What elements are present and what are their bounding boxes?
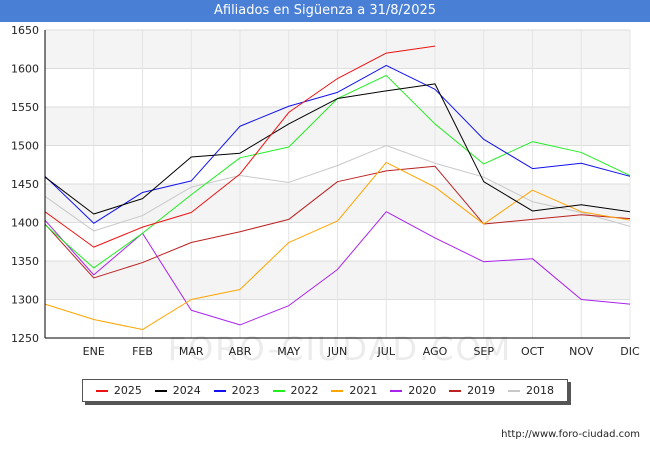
legend-swatch xyxy=(508,389,520,392)
legend-item-2024: 2024 xyxy=(154,384,201,397)
x-tick-label: ENE xyxy=(83,345,105,358)
legend: 2025 2024 2023 2022 2021 2020 2019 2018 xyxy=(82,379,568,402)
series-line-2023 xyxy=(44,64,631,224)
series-line-2025 xyxy=(44,45,436,248)
y-tick-label: 1300 xyxy=(11,294,39,307)
x-tick-label: FEB xyxy=(132,345,153,358)
x-tick-label: DIC xyxy=(620,345,640,358)
series-line-2018 xyxy=(44,145,631,232)
series-line-2024 xyxy=(44,83,631,215)
chart-title: Afiliados en Sigüenza a 31/8/2025 xyxy=(0,0,650,22)
series-line-2021 xyxy=(44,161,631,331)
legend-swatch xyxy=(390,389,403,392)
legend-label: 2025 xyxy=(113,384,142,397)
y-tick-label: 1650 xyxy=(11,24,39,37)
x-tick-label: MAY xyxy=(277,345,300,358)
gridlines xyxy=(45,29,631,339)
series-lines xyxy=(44,45,631,331)
legend-label: 2022 xyxy=(290,384,319,397)
x-tick-label: ABR xyxy=(229,345,252,358)
legend-label: 2021 xyxy=(349,384,378,397)
x-axis-ticks: ENE FEB MAR ABR MAY JUN JUL AGO SEP OCT NOV DIC xyxy=(83,345,640,358)
y-tick-label: 1400 xyxy=(11,217,39,230)
x-tick-label: JUN xyxy=(327,345,348,358)
legend-swatch xyxy=(331,389,344,392)
y-tick-label: 1450 xyxy=(11,178,39,191)
x-tick-label: AGO xyxy=(423,345,448,358)
x-tick-label: NOV xyxy=(569,345,594,358)
y-tick-label: 1600 xyxy=(11,63,39,76)
axes xyxy=(44,30,630,339)
y-tick-label: 1350 xyxy=(11,255,39,268)
legend-item-2025: 2025 xyxy=(95,384,142,397)
legend-swatch xyxy=(272,389,285,392)
y-tick-label: 1250 xyxy=(11,332,39,345)
x-tick-label: MAR xyxy=(179,345,204,358)
x-tick-label: JUL xyxy=(377,345,396,358)
legend-item-2022: 2022 xyxy=(272,384,319,397)
legend-label: 2023 xyxy=(231,384,260,397)
y-tick-label: 1550 xyxy=(11,101,39,114)
legend-item-2020: 2020 xyxy=(390,384,436,397)
legend-label: 2018 xyxy=(526,384,554,397)
legend-label: 2020 xyxy=(408,384,437,397)
series-line-2019 xyxy=(44,165,631,279)
svg-text:FORO-CIUDAD.COM: FORO-CIUDAD.COM xyxy=(168,330,513,368)
y-tick-label: 1500 xyxy=(11,140,39,153)
x-tick-label: OCT xyxy=(521,345,544,358)
legend-swatch xyxy=(95,389,108,392)
legend-item-2019: 2019 xyxy=(449,384,495,397)
legend-swatch xyxy=(213,389,226,392)
legend-swatch xyxy=(154,389,167,392)
legend-item-2023: 2023 xyxy=(213,384,260,397)
source-url: http://www.foro-ciudad.com xyxy=(501,429,640,440)
x-tick-label: SEP xyxy=(473,345,494,358)
legend-item-2018: 2018 xyxy=(508,384,554,397)
legend-label: 2019 xyxy=(467,384,496,397)
legend-label: 2024 xyxy=(172,384,201,397)
legend-swatch xyxy=(449,389,462,392)
watermark: FORO-CIUDAD.COM xyxy=(168,330,513,368)
y-axis-ticks: 1250 1300 1350 1400 1450 1500 1550 1600 1650 xyxy=(11,24,39,345)
legend-item-2021: 2021 xyxy=(331,384,377,397)
